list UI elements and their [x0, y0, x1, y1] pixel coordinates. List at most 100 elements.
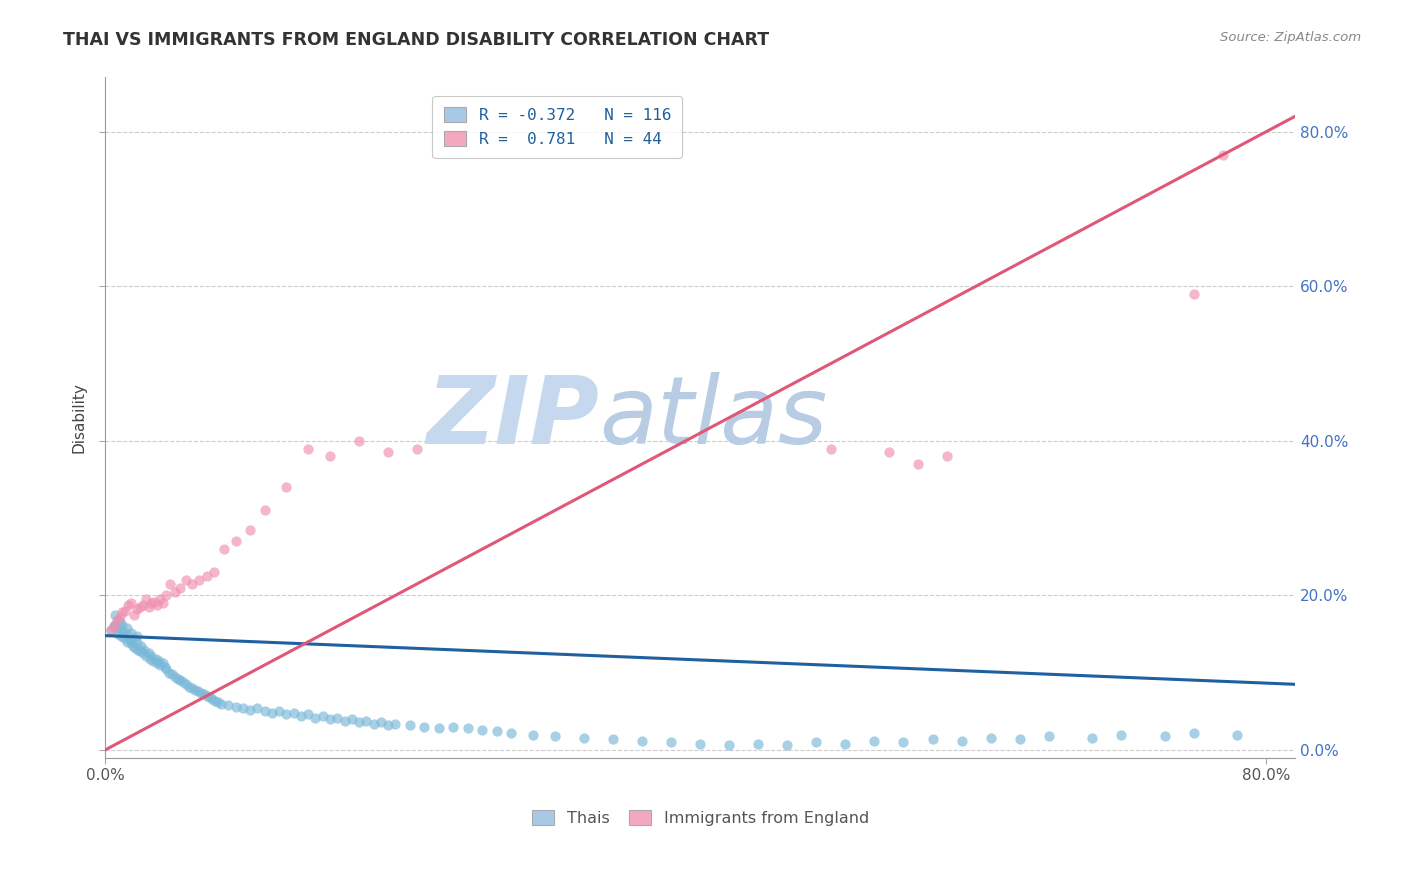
Point: [347, 434, 370, 448]
Point: [806, 735, 828, 749]
Point: [184, 682, 207, 697]
Point: [377, 445, 399, 459]
Point: [115, 621, 138, 635]
Point: [103, 619, 125, 633]
Point: [138, 647, 160, 661]
Point: [108, 610, 131, 624]
Point: [347, 715, 370, 730]
Point: [138, 600, 160, 615]
Point: [163, 584, 186, 599]
Point: [232, 701, 254, 715]
Point: [160, 667, 183, 681]
Point: [406, 442, 429, 456]
Point: [100, 624, 122, 638]
Point: [283, 706, 305, 720]
Point: [193, 687, 215, 701]
Point: [149, 592, 172, 607]
Point: [384, 716, 406, 731]
Point: [122, 631, 145, 645]
Point: [471, 723, 494, 737]
Point: [377, 718, 399, 732]
Point: [112, 631, 135, 645]
Point: [212, 542, 235, 557]
Point: [157, 665, 180, 680]
Point: [297, 442, 319, 456]
Point: [148, 654, 170, 668]
Point: [149, 658, 172, 673]
Point: [1212, 147, 1234, 161]
Point: [104, 607, 127, 622]
Point: [100, 624, 122, 638]
Point: [980, 731, 1002, 745]
Point: [107, 613, 129, 627]
Point: [155, 662, 177, 676]
Point: [172, 675, 194, 690]
Point: [225, 534, 247, 549]
Point: [169, 581, 191, 595]
Point: [544, 729, 567, 743]
Point: [166, 672, 188, 686]
Point: [204, 693, 226, 707]
Point: [253, 503, 276, 517]
Point: [834, 737, 856, 751]
Point: [174, 573, 197, 587]
Point: [114, 604, 136, 618]
Point: [1081, 731, 1104, 745]
Point: [187, 684, 209, 698]
Point: [441, 720, 464, 734]
Point: [260, 706, 283, 720]
Point: [877, 445, 900, 459]
Legend: Thais, Immigrants from England: Thais, Immigrants from England: [524, 803, 876, 832]
Point: [120, 636, 142, 650]
Point: [114, 625, 136, 640]
Point: [217, 698, 239, 713]
Point: [179, 680, 201, 694]
Point: [1182, 726, 1205, 740]
Text: Source: ZipAtlas.com: Source: ZipAtlas.com: [1220, 31, 1361, 45]
Point: [188, 573, 211, 587]
Point: [246, 700, 269, 714]
Point: [399, 718, 422, 732]
Point: [427, 722, 450, 736]
Point: [631, 733, 654, 747]
Point: [111, 617, 134, 632]
Point: [363, 716, 385, 731]
Point: [146, 598, 169, 612]
Point: [129, 639, 152, 653]
Point: [103, 619, 125, 633]
Point: [134, 642, 156, 657]
Point: [659, 735, 682, 749]
Point: [921, 732, 943, 747]
Point: [125, 636, 148, 650]
Point: [304, 710, 326, 724]
Point: [146, 657, 169, 671]
Point: [1153, 729, 1175, 743]
Point: [110, 629, 132, 643]
Point: [152, 657, 174, 671]
Point: [602, 732, 624, 747]
Point: [1182, 286, 1205, 301]
Point: [1038, 729, 1060, 743]
Text: atlas: atlas: [599, 372, 827, 463]
Point: [863, 733, 886, 747]
Y-axis label: Disability: Disability: [72, 382, 86, 453]
Point: [120, 625, 142, 640]
Point: [107, 627, 129, 641]
Point: [115, 635, 138, 649]
Point: [195, 569, 218, 583]
Point: [209, 697, 232, 711]
Point: [128, 600, 150, 615]
Point: [141, 596, 163, 610]
Point: [356, 714, 378, 728]
Point: [145, 652, 167, 666]
Point: [1226, 728, 1249, 742]
Point: [253, 705, 276, 719]
Point: [105, 621, 128, 635]
Point: [907, 457, 929, 471]
Text: THAI VS IMMIGRANTS FROM ENGLAND DISABILITY CORRELATION CHART: THAI VS IMMIGRANTS FROM ENGLAND DISABILI…: [63, 31, 769, 49]
Point: [120, 596, 142, 610]
Point: [239, 703, 262, 717]
Point: [340, 712, 363, 726]
Point: [950, 733, 973, 747]
Point: [936, 449, 959, 463]
